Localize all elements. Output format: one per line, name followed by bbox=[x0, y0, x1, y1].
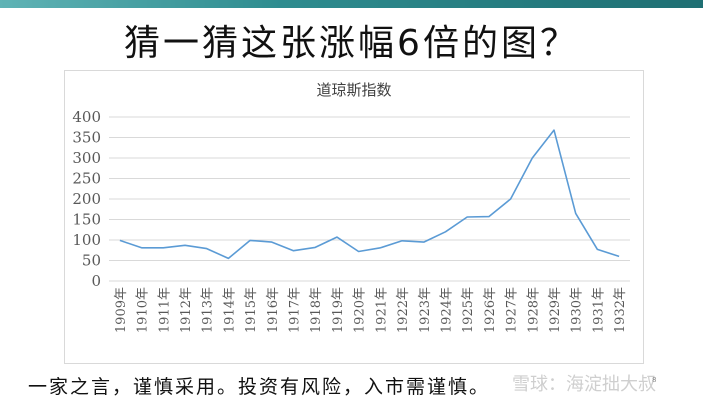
y-tick-label: 50 bbox=[82, 252, 101, 270]
x-tick-label: 1928年 bbox=[526, 287, 541, 333]
y-tick-label: 350 bbox=[72, 129, 101, 147]
y-tick-label: 0 bbox=[91, 272, 101, 290]
y-tick-label: 100 bbox=[72, 231, 101, 249]
slide-title: 猜一猜这张涨幅6倍的图？ bbox=[124, 23, 579, 64]
x-tick-label: 1917年 bbox=[288, 287, 303, 333]
chart-container: 道琼斯指数 0 50 100 150 200 250 300 350 400 1909年 1910年 1… bbox=[64, 70, 644, 364]
y-tick-label: 150 bbox=[72, 211, 101, 229]
x-tick-label: 1921年 bbox=[374, 287, 389, 333]
x-tick-label: 1916年 bbox=[266, 287, 281, 333]
x-tick-label: 1912年 bbox=[179, 287, 194, 333]
x-tick-label: 1910年 bbox=[136, 287, 151, 333]
chart-title: 道琼斯指数 bbox=[316, 81, 391, 99]
x-tick-label: 1918年 bbox=[309, 287, 324, 333]
y-tick-label: 200 bbox=[72, 190, 101, 208]
x-tick-label: 1930年 bbox=[570, 287, 585, 333]
x-tick-label: 1923年 bbox=[418, 287, 433, 333]
x-tick-label: 1909年 bbox=[114, 287, 129, 333]
series-line bbox=[119, 129, 620, 260]
x-tick-label: 1924年 bbox=[439, 287, 454, 333]
watermark: 雪球：海淀拙大叔 bbox=[512, 374, 656, 395]
line-chart: 道琼斯指数 0 50 100 150 200 250 300 350 400 1909年 1910年 1… bbox=[72, 81, 630, 333]
x-tick-label: 1922年 bbox=[396, 287, 411, 333]
x-tick-label: 1932年 bbox=[613, 287, 628, 333]
y-tick-label: 250 bbox=[72, 170, 101, 188]
x-tick-label: 1929年 bbox=[548, 287, 563, 333]
page-number: 8 bbox=[652, 376, 657, 384]
x-tick-label: 1914年 bbox=[222, 287, 237, 333]
x-tick-label: 1925年 bbox=[461, 287, 476, 333]
x-tick-label: 1913年 bbox=[201, 287, 216, 333]
disclaimer-text: 一家之言，谨慎采用。投资有风险，入市需谨慎。 bbox=[28, 376, 491, 398]
y-tick-label: 400 bbox=[72, 108, 101, 126]
y-tick-label: 300 bbox=[72, 149, 101, 167]
x-tick-label: 1927年 bbox=[505, 287, 520, 333]
header-accent-bar bbox=[0, 0, 703, 8]
x-tick-label: 1915年 bbox=[244, 287, 259, 333]
x-tick-label: 1926年 bbox=[483, 287, 498, 333]
x-tick-label: 1919年 bbox=[331, 287, 346, 333]
x-tick-label: 1931年 bbox=[591, 287, 606, 333]
x-tick-label: 1920年 bbox=[353, 287, 368, 333]
x-tick-label: 1911年 bbox=[157, 287, 172, 333]
